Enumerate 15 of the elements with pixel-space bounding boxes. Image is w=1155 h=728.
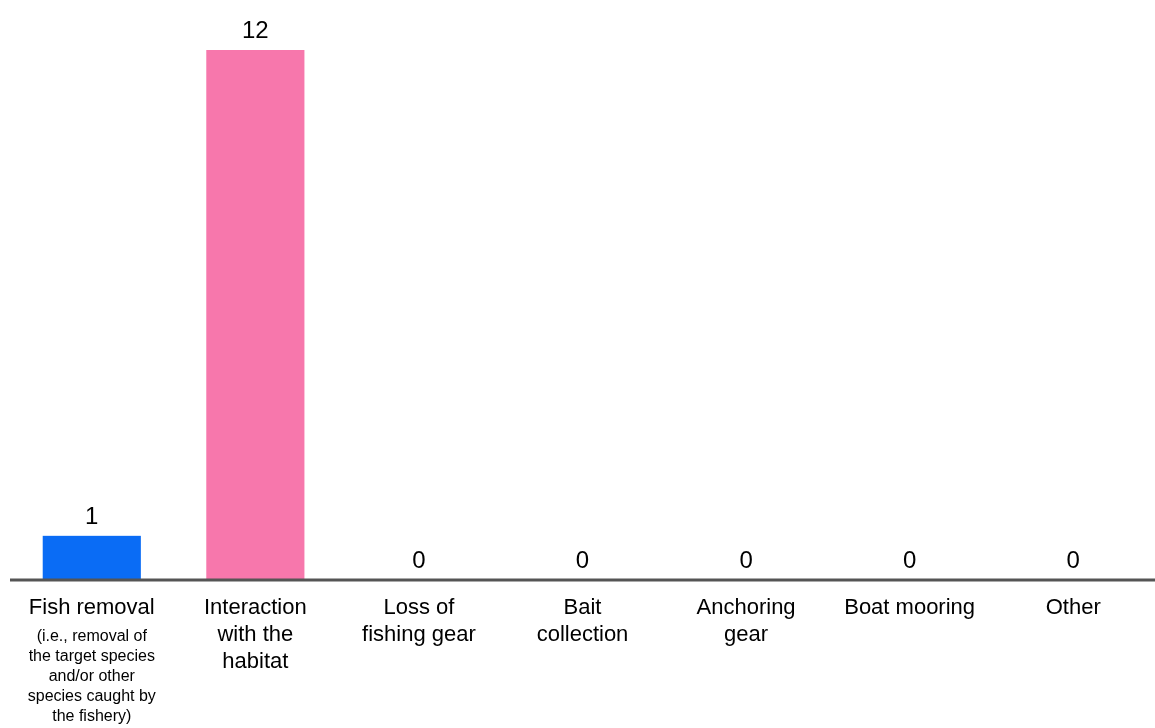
text: (i.e., removal of the target species and/or other species caught by the fishery): [27, 627, 156, 724]
data-label: 1: [85, 501, 99, 529]
x-tick-label: Other: [1045, 594, 1101, 619]
data-label: 0: [902, 546, 917, 573]
x-tick-label: Interaction with the habitat: [203, 594, 307, 673]
data-label: 12: [242, 16, 269, 43]
x-tick-label: Boat mooring: [844, 594, 976, 619]
x-tick-label: Fish removal: [28, 594, 155, 619]
data-label: 0: [575, 546, 590, 573]
data-label: 0: [412, 546, 426, 573]
data-label: 0: [739, 546, 753, 573]
x-tick-label: Loss of fishing gear: [362, 594, 476, 646]
data-label: 0: [1066, 546, 1080, 573]
x-tick-label: Anchoring gear: [696, 594, 796, 646]
x-tick-label: Bait collection: [536, 594, 629, 646]
